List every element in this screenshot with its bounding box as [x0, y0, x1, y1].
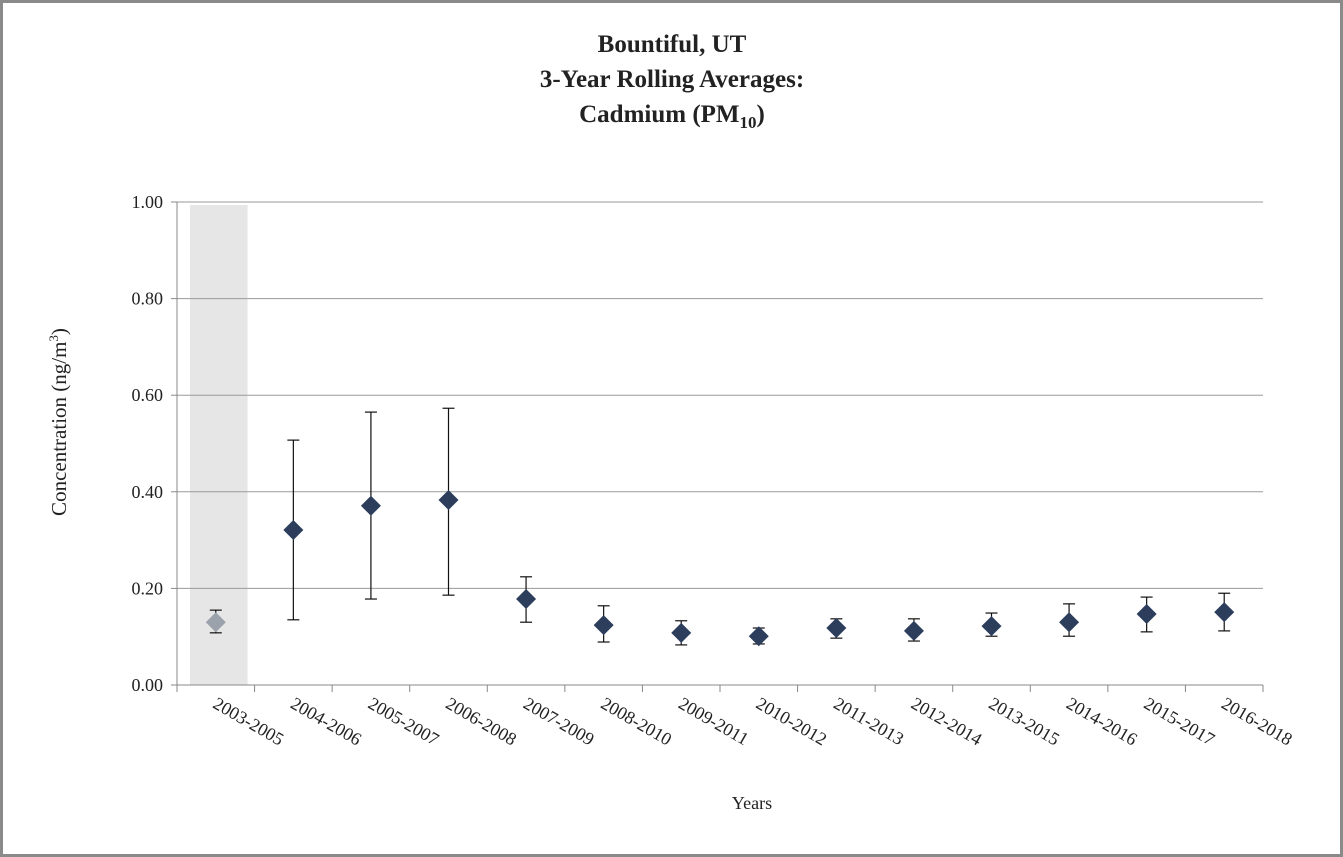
marker [516, 589, 537, 610]
marker [826, 618, 847, 639]
title-text: Cadmium (PM [579, 101, 739, 128]
y-tick-label: 1.00 [132, 192, 164, 212]
y-tick-label: 0.00 [132, 675, 164, 695]
marker [1059, 612, 1080, 633]
marker [748, 626, 769, 647]
marker [205, 612, 226, 633]
marker [981, 616, 1002, 637]
x-axis-label: Years [732, 793, 772, 813]
marker [438, 490, 459, 511]
y-tick-label: 0.80 [132, 289, 164, 309]
y-tick-label: 0.20 [132, 578, 164, 598]
marker [671, 622, 692, 643]
y-label-text: Concentration (ng/m [47, 342, 71, 516]
marker [360, 495, 381, 516]
title-end: ) [757, 101, 765, 128]
chart-title: Bountiful, UT [598, 31, 747, 58]
chart-title: Cadmium (PM10) [579, 101, 765, 132]
shaded-period [190, 205, 248, 685]
y-tick-label: 0.40 [132, 482, 164, 502]
y-label-end: ) [47, 328, 71, 335]
marker [1136, 603, 1157, 624]
marker [1214, 602, 1235, 623]
marker [903, 620, 924, 641]
y-axis-label: Concentration (ng/m3) [46, 328, 71, 516]
chart-title: 3-Year Rolling Averages: [540, 66, 804, 93]
title-sub: 10 [740, 113, 757, 132]
marker [593, 615, 614, 636]
y-label-sup: 3 [46, 335, 61, 342]
y-tick-label: 0.60 [132, 385, 164, 405]
marker [283, 519, 304, 540]
